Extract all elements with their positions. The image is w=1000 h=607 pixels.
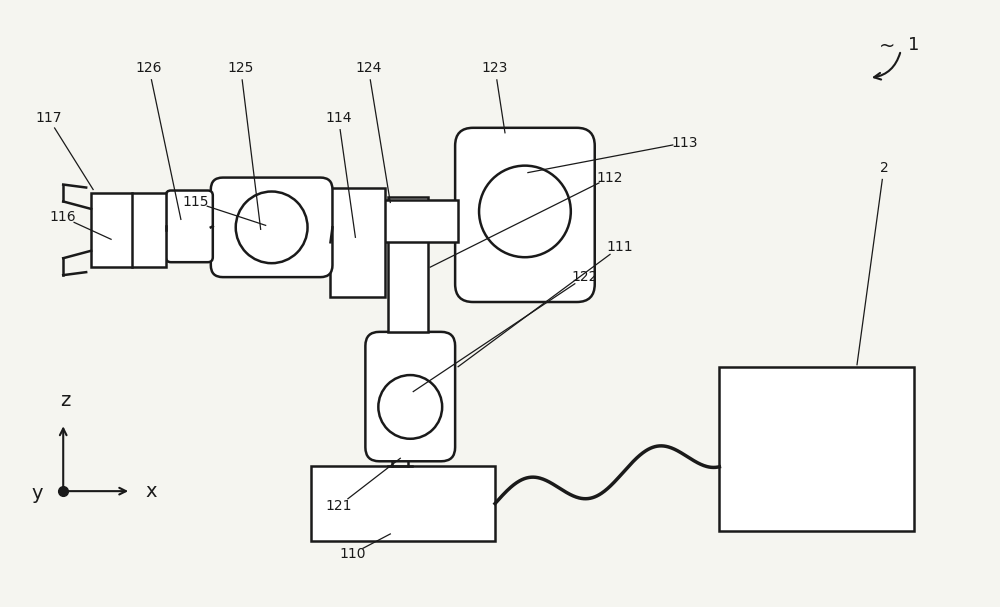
FancyBboxPatch shape [211,178,332,277]
Text: 111: 111 [606,240,633,254]
Bar [388,197,428,332]
Text: 117: 117 [35,111,62,125]
Text: 113: 113 [671,136,698,150]
FancyBboxPatch shape [455,128,595,302]
Text: 126: 126 [136,61,162,75]
Text: 116: 116 [50,211,77,225]
Text: 123: 123 [482,61,508,75]
FancyBboxPatch shape [365,332,455,461]
Bar [330,188,385,297]
Text: y: y [32,484,43,503]
Text: 1: 1 [908,36,920,54]
Text: z: z [60,390,70,410]
Text: 110: 110 [339,547,366,561]
Text: 112: 112 [596,171,623,185]
Text: 115: 115 [183,195,209,209]
Text: 114: 114 [325,111,352,125]
Bar [91,192,166,267]
Text: ~: ~ [879,36,895,56]
Bar [360,200,458,242]
Text: 124: 124 [355,61,382,75]
Circle shape [236,192,308,263]
FancyBboxPatch shape [166,191,213,262]
Text: 125: 125 [228,61,254,75]
Bar [311,466,495,541]
Text: 2: 2 [880,161,888,175]
Bar [719,367,914,531]
Text: 121: 121 [325,499,352,513]
Text: x: x [145,481,156,501]
Text: 122: 122 [572,270,598,284]
Circle shape [378,375,442,439]
Circle shape [479,166,571,257]
